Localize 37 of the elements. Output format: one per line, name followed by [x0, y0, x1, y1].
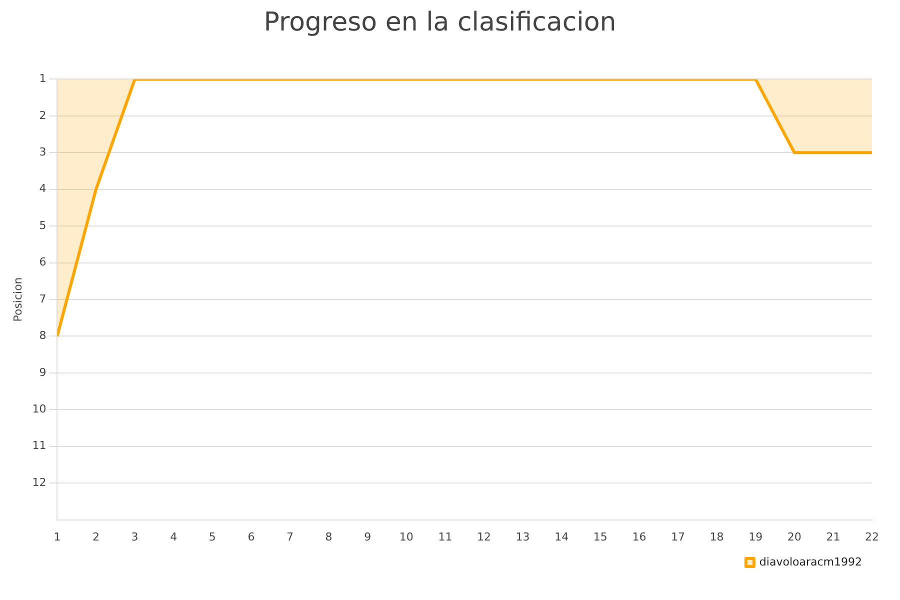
x-tick-label: 4 [170, 530, 178, 544]
x-tick-label: 5 [208, 530, 216, 544]
y-tick-label: 6 [39, 256, 46, 269]
y-tick-label: 4 [39, 182, 46, 196]
y-tick-label: 5 [39, 218, 46, 232]
y-tick-label: 2 [39, 108, 46, 122]
y-tick-label: 7 [39, 292, 46, 306]
x-tick-label: 16 [632, 530, 646, 544]
x-tick-label: 9 [364, 530, 372, 544]
x-tick-label: 3 [131, 530, 138, 544]
y-axis-title: Posicion [11, 277, 24, 322]
x-tick-label: 15 [593, 530, 608, 544]
x-tick-label: 12 [477, 530, 491, 544]
legend-label: diavoloaracm1992 [759, 555, 862, 568]
x-tick-label: 7 [286, 530, 294, 544]
x-tick-label: 6 [248, 530, 255, 544]
y-tick-label: 3 [39, 145, 46, 158]
x-tick-label: 10 [399, 530, 414, 544]
x-tick-label: 1 [54, 530, 61, 544]
y-tick-label: 10 [32, 402, 46, 416]
y-tick-label: 8 [39, 329, 46, 342]
y-tick-label: 11 [32, 439, 46, 452]
x-tick-label: 13 [516, 530, 530, 544]
y-tick-label: 1 [39, 72, 46, 86]
x-tick-label: 18 [710, 530, 724, 544]
x-tick-label: 11 [438, 530, 452, 544]
x-tick-label: 14 [554, 530, 569, 544]
x-tick-label: 20 [787, 530, 802, 544]
x-tick-label: 21 [826, 530, 840, 544]
y-tick-label: 9 [39, 366, 46, 379]
x-tick-label: 17 [671, 530, 685, 544]
x-tick-label: 8 [325, 530, 332, 544]
chart-title: Progreso en la clasificacion [264, 7, 616, 38]
x-tick-label: 22 [865, 530, 879, 544]
y-tick-label: 12 [32, 476, 46, 489]
x-tick-label: 2 [92, 530, 100, 544]
x-tick-label: 19 [748, 530, 763, 544]
